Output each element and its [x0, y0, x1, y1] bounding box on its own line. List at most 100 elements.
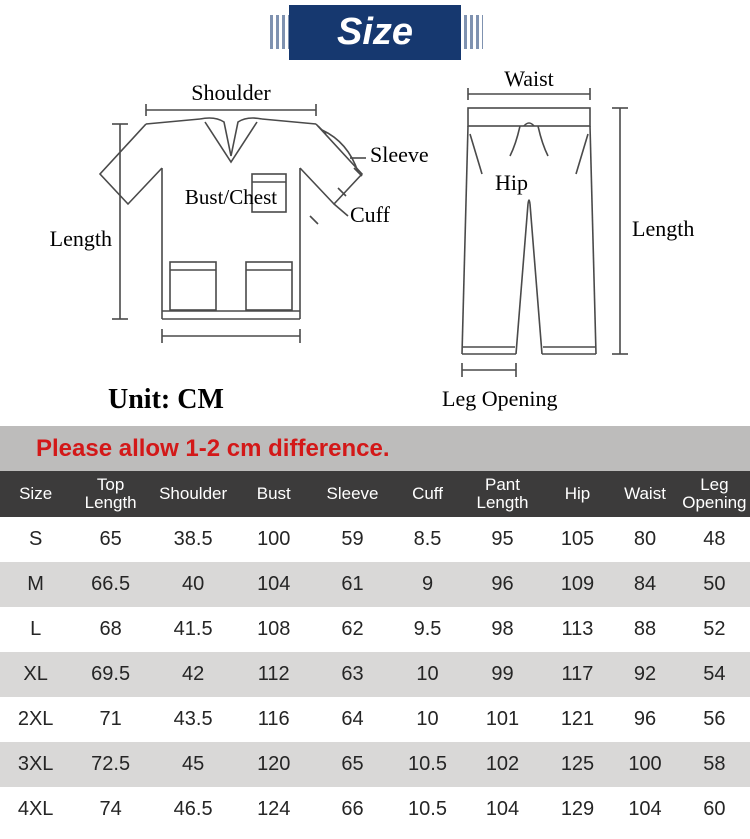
size-th: Hip — [544, 471, 612, 517]
table-cell: 43.5 — [150, 697, 236, 742]
size-th: TopLength — [71, 471, 150, 517]
size-th: Sleeve — [311, 471, 394, 517]
label-sleeve: Sleeve — [370, 142, 429, 167]
table-row: 4XL7446.51246610.510412910460 — [0, 787, 750, 832]
size-th: Cuff — [394, 471, 462, 517]
table-cell: 63 — [311, 652, 394, 697]
table-cell: 38.5 — [150, 517, 236, 562]
table-row: M66.540104619961098450 — [0, 562, 750, 607]
table-cell: 100 — [236, 517, 311, 562]
table-cell: 10 — [394, 652, 462, 697]
table-cell: 108 — [236, 607, 311, 652]
notice-bar: Please allow 1-2 cm difference. — [0, 426, 750, 471]
table-cell: 40 — [150, 562, 236, 607]
table-cell: 129 — [544, 787, 612, 832]
table-cell: 84 — [611, 562, 679, 607]
size-banner-box: Size — [289, 5, 461, 60]
label-hip: Hip — [495, 170, 528, 195]
size-th: Bust — [236, 471, 311, 517]
table-cell: 66.5 — [71, 562, 150, 607]
table-cell: 99 — [461, 652, 544, 697]
size-th: LegOpening — [679, 471, 750, 517]
table-cell: 10.5 — [394, 742, 462, 787]
table-cell: M — [0, 562, 71, 607]
table-cell: 100 — [611, 742, 679, 787]
size-table-body: S6538.5100598.5951058048M66.540104619961… — [0, 517, 750, 832]
table-cell: 113 — [544, 607, 612, 652]
table-row: S6538.5100598.5951058048 — [0, 517, 750, 562]
label-bust: Bust/Chest — [185, 185, 277, 209]
table-cell: 96 — [461, 562, 544, 607]
table-cell: 64 — [311, 697, 394, 742]
table-row: 3XL72.5451206510.510212510058 — [0, 742, 750, 787]
table-cell: 4XL — [0, 787, 71, 832]
label-top-length: Length — [50, 226, 112, 251]
size-table-head: SizeTopLengthShoulderBustSleeveCuffPantL… — [0, 471, 750, 517]
table-cell: 92 — [611, 652, 679, 697]
notice-text: Please allow 1-2 cm difference. — [36, 435, 390, 463]
label-leg-opening: Leg Opening — [442, 386, 557, 412]
table-cell: 102 — [461, 742, 544, 787]
table-cell: 52 — [679, 607, 750, 652]
size-banner: Size — [0, 0, 750, 64]
table-cell: 96 — [611, 697, 679, 742]
size-table-header-row: SizeTopLengthShoulderBustSleeveCuffPantL… — [0, 471, 750, 517]
table-row: L6841.5108629.5981138852 — [0, 607, 750, 652]
table-cell: S — [0, 517, 71, 562]
table-cell: 104 — [461, 787, 544, 832]
table-cell: 56 — [679, 697, 750, 742]
table-cell: 116 — [236, 697, 311, 742]
table-cell: 98 — [461, 607, 544, 652]
size-th: PantLength — [461, 471, 544, 517]
table-cell: 104 — [236, 562, 311, 607]
table-cell: 117 — [544, 652, 612, 697]
table-cell: 109 — [544, 562, 612, 607]
table-cell: 105 — [544, 517, 612, 562]
size-th: Size — [0, 471, 71, 517]
table-cell: 104 — [611, 787, 679, 832]
label-waist: Waist — [504, 66, 554, 91]
table-cell: 42 — [150, 652, 236, 697]
table-cell: 50 — [679, 562, 750, 607]
table-cell: 66 — [311, 787, 394, 832]
table-cell: 9.5 — [394, 607, 462, 652]
table-cell: 2XL — [0, 697, 71, 742]
table-cell: 71 — [71, 697, 150, 742]
table-cell: 65 — [311, 742, 394, 787]
unit-label: Unit: CM — [108, 384, 224, 416]
table-cell: L — [0, 607, 71, 652]
table-cell: 65 — [71, 517, 150, 562]
table-cell: 46.5 — [150, 787, 236, 832]
table-cell: 124 — [236, 787, 311, 832]
table-cell: 95 — [461, 517, 544, 562]
unit-row: Unit: CM Leg Opening — [0, 384, 750, 426]
size-th: Shoulder — [150, 471, 236, 517]
diagram-area: Shoulder — [0, 64, 750, 384]
table-row: 2XL7143.511664101011219656 — [0, 697, 750, 742]
table-cell: 62 — [311, 607, 394, 652]
table-cell: 80 — [611, 517, 679, 562]
size-table: SizeTopLengthShoulderBustSleeveCuffPantL… — [0, 471, 750, 832]
table-cell: 58 — [679, 742, 750, 787]
table-cell: 10.5 — [394, 787, 462, 832]
table-row: XL69.5421126310991179254 — [0, 652, 750, 697]
table-cell: 8.5 — [394, 517, 462, 562]
table-cell: 61 — [311, 562, 394, 607]
table-cell: 68 — [71, 607, 150, 652]
table-cell: 48 — [679, 517, 750, 562]
table-cell: 101 — [461, 697, 544, 742]
table-cell: 74 — [71, 787, 150, 832]
table-cell: 125 — [544, 742, 612, 787]
table-cell: 54 — [679, 652, 750, 697]
table-cell: 120 — [236, 742, 311, 787]
table-cell: 59 — [311, 517, 394, 562]
table-cell: 69.5 — [71, 652, 150, 697]
table-cell: 3XL — [0, 742, 71, 787]
garment-diagram-svg: Shoulder — [0, 64, 750, 384]
table-cell: 45 — [150, 742, 236, 787]
table-cell: 121 — [544, 697, 612, 742]
table-cell: 112 — [236, 652, 311, 697]
label-shoulder: Shoulder — [191, 80, 271, 105]
table-cell: 10 — [394, 697, 462, 742]
table-cell: 60 — [679, 787, 750, 832]
